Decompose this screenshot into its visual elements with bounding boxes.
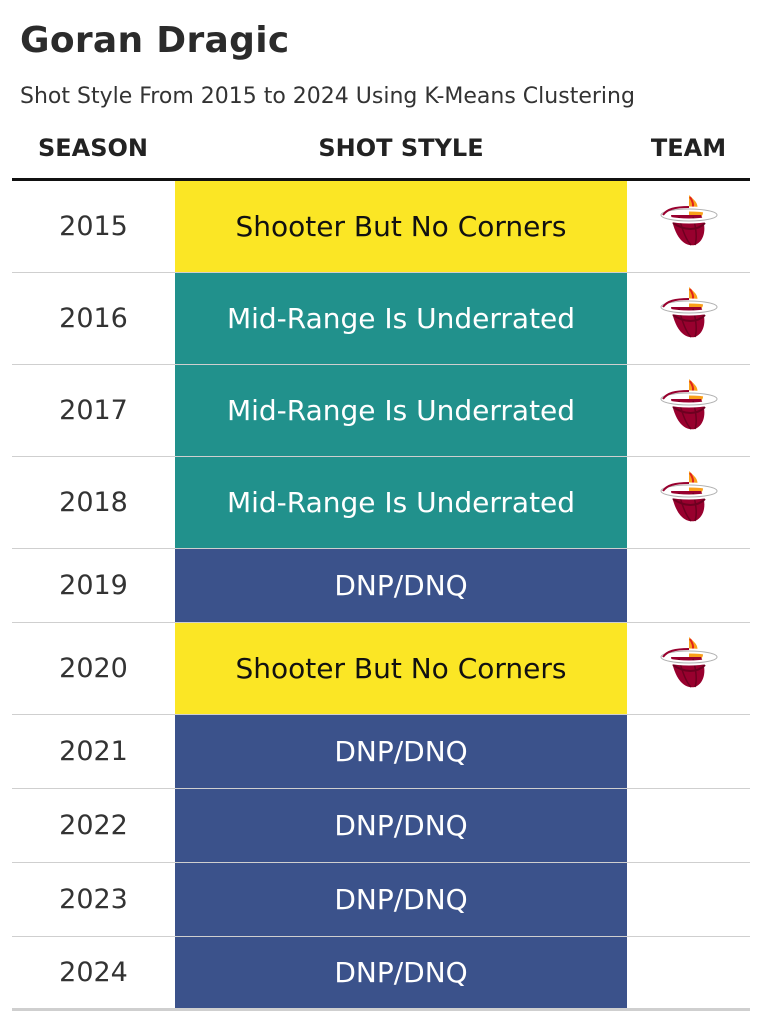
miami-heat-logo-icon [658, 469, 719, 530]
table-row: 2021 DNP/DNQ [12, 715, 750, 789]
table-row: 2019 DNP/DNQ [12, 549, 750, 623]
table-row: 2022 DNP/DNQ [12, 789, 750, 863]
shot-style-cell: Shooter But No Corners [175, 181, 627, 272]
miami-heat-logo-icon [658, 193, 719, 254]
table-row: 2024 DNP/DNQ [12, 937, 750, 1011]
team-cell [627, 623, 750, 714]
table-row: 2016 Mid-Range Is Underrated [12, 273, 750, 365]
shot-style-cell: Mid-Range Is Underrated [175, 365, 627, 456]
shot-style-cell: DNP/DNQ [175, 937, 627, 1008]
table-row: 2017 Mid-Range Is Underrated [12, 365, 750, 457]
team-cell [627, 549, 750, 622]
header-rule [12, 178, 750, 181]
chart-subtitle: Shot Style From 2015 to 2024 Using K-Mea… [20, 84, 635, 109]
team-cell [627, 715, 750, 788]
team-cell [627, 863, 750, 936]
shot-style-cell: DNP/DNQ [175, 863, 627, 936]
shot-style-cell: DNP/DNQ [175, 789, 627, 862]
team-cell [627, 181, 750, 272]
table-row: 2020 Shooter But No Corners [12, 623, 750, 715]
season-cell: 2024 [59, 957, 128, 988]
season-cell: 2017 [59, 395, 128, 426]
season-cell: 2021 [59, 736, 128, 767]
table-row: 2015 Shooter But No Corners [12, 181, 750, 273]
column-header-season: SEASON [37, 134, 149, 162]
season-cell: 2019 [59, 570, 128, 601]
team-cell [627, 365, 750, 456]
table-body: 2015 Shooter But No Corners 2016 Mid-Range … [12, 181, 750, 1011]
table-row: 2018 Mid-Range Is Underrated [12, 457, 750, 549]
team-cell [627, 937, 750, 1008]
column-header-team: TEAM [650, 134, 727, 162]
shot-style-cell: DNP/DNQ [175, 715, 627, 788]
season-cell: 2020 [59, 653, 128, 684]
shot-style-cell: Shooter But No Corners [175, 623, 627, 714]
column-header-shot-style: SHOT STYLE [318, 134, 484, 162]
miami-heat-logo-icon [658, 377, 719, 438]
shot-style-cell: DNP/DNQ [175, 549, 627, 622]
team-cell [627, 457, 750, 548]
season-cell: 2022 [59, 810, 128, 841]
season-cell: 2023 [59, 884, 128, 915]
season-cell: 2016 [59, 303, 128, 334]
miami-heat-logo-icon [658, 635, 719, 696]
shot-style-cell: Mid-Range Is Underrated [175, 273, 627, 364]
team-cell [627, 273, 750, 364]
table-row: 2023 DNP/DNQ [12, 863, 750, 937]
shot-style-cell: Mid-Range Is Underrated [175, 457, 627, 548]
season-cell: 2018 [59, 487, 128, 518]
chart-title: Goran Dragic [20, 20, 290, 61]
season-cell: 2015 [59, 211, 128, 242]
team-cell [627, 789, 750, 862]
miami-heat-logo-icon [658, 285, 719, 346]
